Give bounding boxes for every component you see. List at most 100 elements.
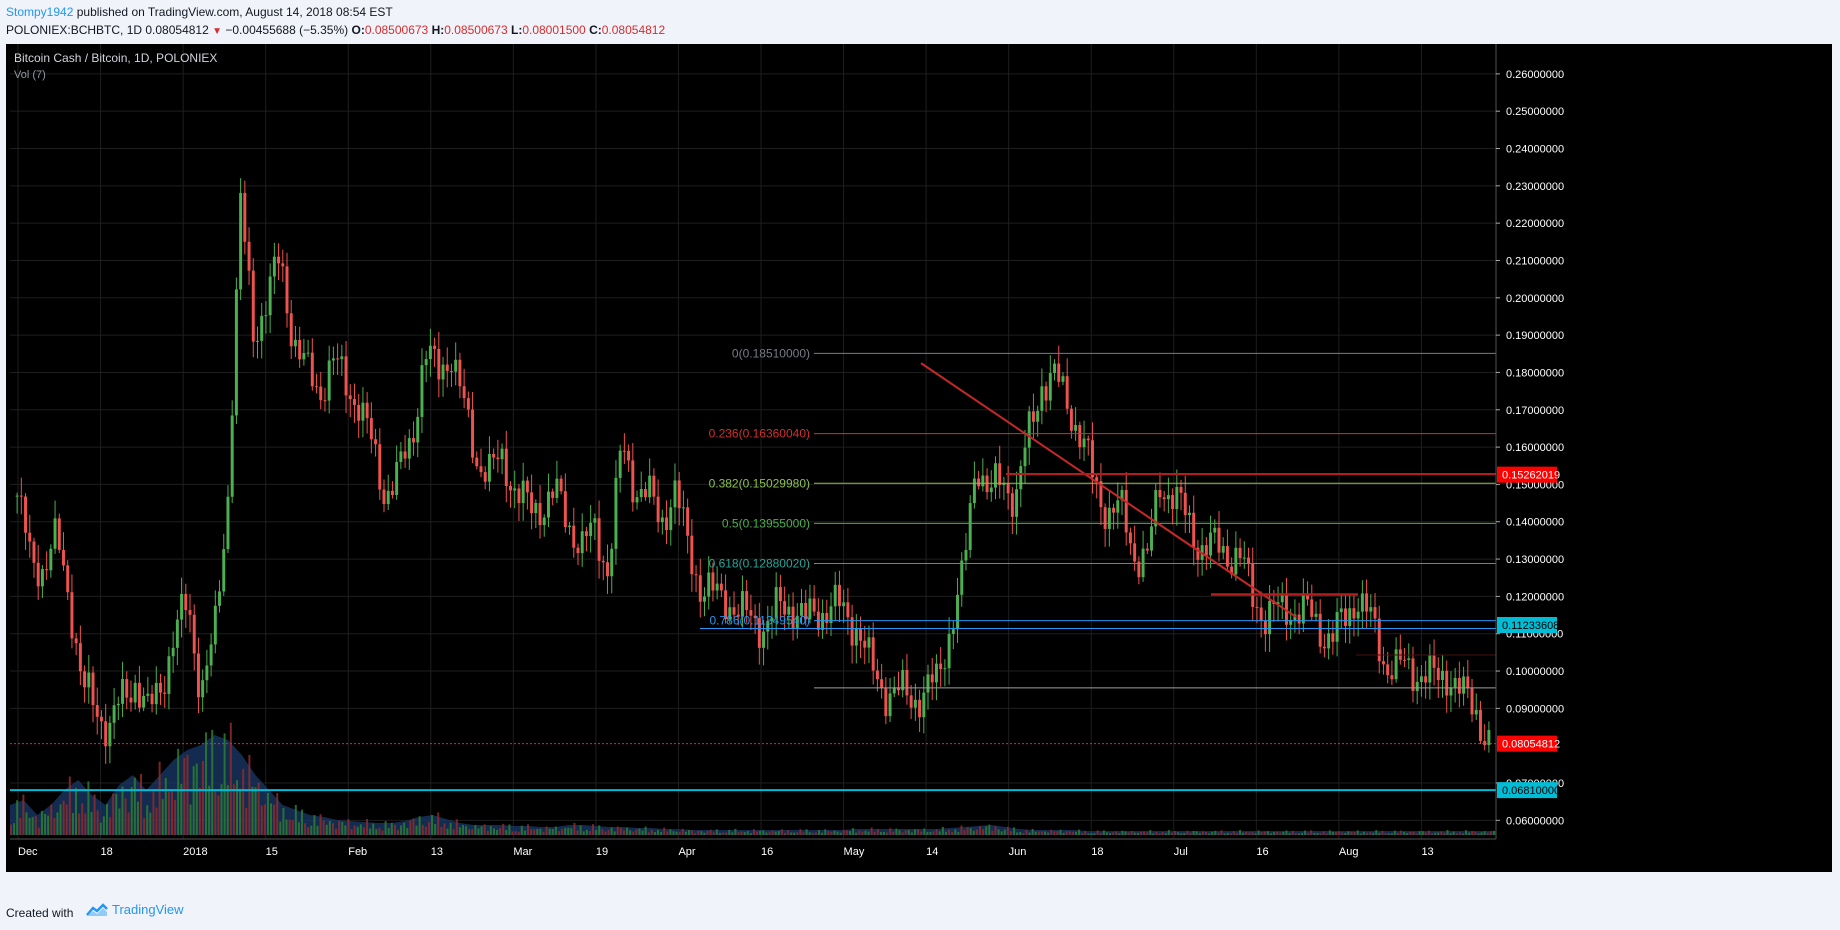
volume-bar [1455,833,1458,835]
candle-body [192,614,196,654]
volume-bar [1273,832,1276,835]
volume-bar [1322,831,1325,835]
volume-bar [1016,832,1019,835]
volume-bar [774,831,777,835]
volume-bar [1242,832,1245,835]
candle-body [277,256,281,264]
volume-bar [910,832,913,835]
volume-bar [1034,831,1037,835]
candle-body [665,517,669,531]
candle-body [677,480,681,509]
candle-body [880,679,884,689]
price-chart[interactable]: 0(0.18510000) 0.236(0.16360040) 0.382(0.15… [6,44,1832,872]
candle-body [272,256,276,277]
time-tick-label: 16 [1256,846,1268,858]
volume-bar [1087,833,1090,835]
candle-body [1466,676,1470,689]
candle-body [724,590,728,620]
volume-bar [1044,831,1047,835]
candle-body [648,475,652,498]
volume-bar [489,826,492,835]
volume-bar [68,776,71,835]
volume-bar [149,812,152,835]
volume-bar [59,804,62,835]
volume-bar [335,828,338,835]
candle-body [1284,593,1288,625]
candle-body [1107,507,1111,529]
volume-bar [1427,830,1430,835]
volume-bar [480,826,483,835]
volume-bar [963,829,966,835]
candle-body [403,451,407,459]
volume-bar [242,768,245,835]
candle-body [563,491,567,528]
volume-bar [44,814,47,835]
volume-bar [362,827,365,835]
volume-bar [1155,831,1158,835]
candle-body [369,418,373,440]
candle-body [205,665,209,681]
volume-bar [780,829,783,835]
volume-bar [434,824,437,835]
volume-bar [864,830,867,835]
candle-body [454,359,458,372]
volume-bar [842,830,845,835]
volume-bar [1461,833,1464,835]
close-label: C: [589,23,602,37]
candle-body [1145,548,1149,551]
candle-body [213,605,217,645]
candle-body [1242,557,1246,559]
time-tick-label: 19 [596,846,608,858]
chart-canvas[interactable]: 0(0.18510000) 0.236(0.16360040) 0.382(0.15… [6,44,1832,872]
volume-bar [285,819,288,835]
volume-bar [13,823,16,835]
candle-body [715,583,719,591]
candle-body [930,674,934,683]
volume-bar [802,832,805,835]
volume-bar [1282,831,1285,835]
symbol-label: POLONIEX:BCHBTC, 1D [6,23,143,37]
candle-body [1276,602,1280,605]
volume-bar [359,824,362,835]
volume-bar [446,828,449,835]
publisher-name[interactable]: Stompy1942 [6,5,74,19]
volume-bar [873,831,876,835]
time-tick-label: 18 [101,846,113,858]
candle-body [1175,486,1179,510]
volume-bar [1362,831,1365,835]
fib-level-label: 0.618(0.12880020) [709,557,810,571]
volume-bar [1059,829,1062,835]
volume-bar [205,732,208,835]
candle-body [293,339,297,347]
volume-bar [1149,830,1152,835]
tradingview-link[interactable]: TradingView [86,902,184,917]
volume-bar [195,763,198,835]
time-tick-label: 13 [1421,846,1433,858]
candle-body [530,492,534,514]
volume-bar [1130,831,1133,835]
volume-bar [1316,832,1319,835]
candle-body [1158,490,1162,498]
fib-level-label: 0.382(0.15029980) [709,476,810,490]
candle-body [909,695,913,708]
volume-bar [282,808,285,835]
volume-bar [294,804,297,835]
volume-bar [663,827,666,835]
candle-body [867,637,871,648]
candle-body [289,313,293,347]
candle-body [226,496,230,550]
volume-bar [1118,833,1121,835]
candle-body [703,596,706,602]
volume-bar [260,805,263,835]
volume-bar [152,790,155,835]
volume-bar [109,817,112,835]
price-tick-label: 0.22000000 [1506,218,1564,230]
candle-body [188,610,192,615]
candle-body [74,638,78,644]
candle-body [1061,376,1065,382]
volume-bar [635,829,638,835]
volume-bar [22,794,25,835]
candle-body [53,518,57,549]
candle-body [1301,593,1305,624]
volume-bar [81,803,84,835]
